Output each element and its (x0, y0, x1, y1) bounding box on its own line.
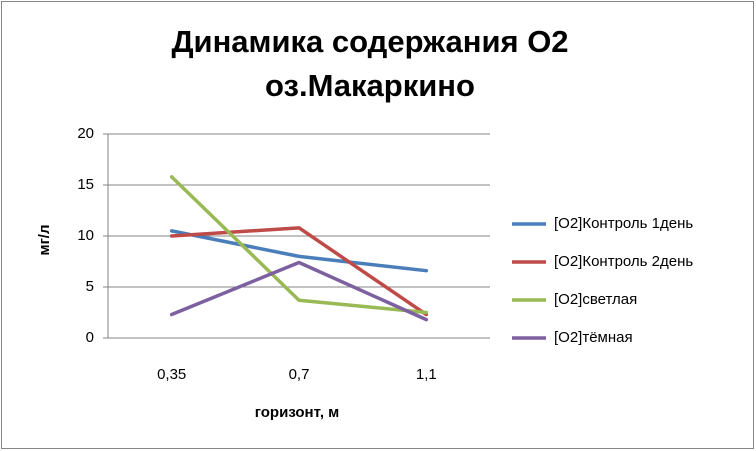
line-series (169, 229, 429, 273)
y-tick-label: 10 (77, 227, 94, 244)
y-tick-label: 20 (77, 125, 94, 142)
x-axis-label: горизонт, м (255, 404, 340, 421)
legend-label: [O2]светлая (554, 291, 637, 308)
legend-label: [O2]Контроль 2день (554, 253, 693, 270)
y-tick-label: 0 (86, 329, 94, 346)
y-tick-label: 15 (77, 176, 94, 193)
line-series (169, 175, 429, 315)
legend-label: [O2]Контроль 1день (554, 215, 693, 232)
legend-label: [O2]тёмная (554, 329, 633, 346)
x-tick-label: 1,1 (416, 366, 437, 383)
line-series (169, 260, 429, 322)
y-axis-label: мг/л (36, 224, 53, 255)
line-series (169, 226, 429, 317)
y-tick-label: 5 (86, 278, 94, 295)
x-tick-label: 0,7 (289, 366, 310, 383)
chart-title: Динамика содержания О2 оз.Макаркино (171, 24, 569, 103)
x-tick-label: 0,35 (157, 366, 186, 383)
